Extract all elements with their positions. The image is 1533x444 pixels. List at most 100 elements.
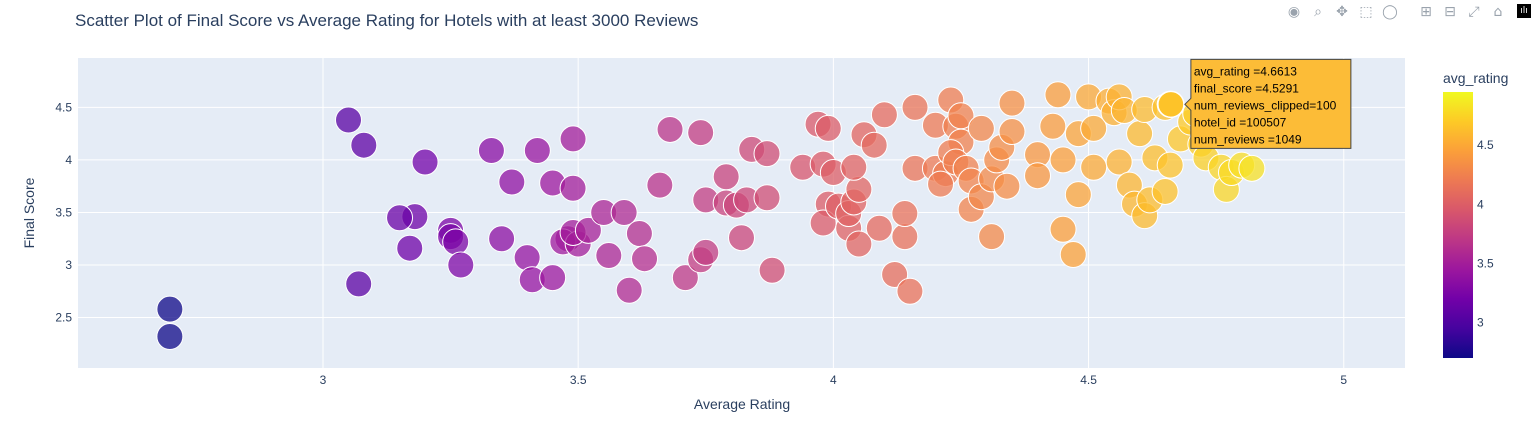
data-point[interactable] — [396, 234, 424, 262]
data-point[interactable] — [870, 101, 898, 129]
data-point[interactable] — [574, 216, 602, 244]
data-point[interactable] — [513, 244, 541, 272]
y-tick-label: 3 — [65, 258, 72, 272]
data-point[interactable] — [345, 270, 373, 298]
colorbar-ticks: 4.5 4 3.5 3 — [1477, 138, 1494, 329]
data-point[interactable] — [1039, 112, 1067, 140]
data-point[interactable] — [559, 174, 587, 202]
data-point[interactable] — [845, 175, 873, 203]
data-point[interactable] — [1044, 81, 1072, 109]
data-point[interactable] — [411, 148, 439, 176]
data-point[interactable] — [881, 260, 909, 288]
data-point[interactable] — [1049, 215, 1077, 243]
zoom-in-icon[interactable]: ⊞ — [1420, 3, 1432, 20]
x-axis-ticks: 3 3.5 4 4.5 5 — [320, 373, 1348, 387]
data-point[interactable] — [1024, 162, 1052, 190]
data-point[interactable] — [687, 119, 715, 147]
camera-icon[interactable]: ◉ — [1287, 3, 1301, 20]
data-point[interactable] — [753, 184, 781, 212]
chart-title: Scatter Plot of Final Score vs Average R… — [75, 11, 699, 30]
x-tick-label: 4.5 — [1080, 373, 1097, 387]
data-point[interactable] — [386, 204, 414, 232]
data-point[interactable] — [156, 295, 184, 323]
y-tick-label: 4.5 — [55, 100, 72, 114]
data-point[interactable] — [625, 219, 653, 247]
data-point[interactable] — [809, 209, 837, 237]
data-point[interactable] — [671, 264, 699, 292]
data-point[interactable] — [631, 245, 659, 273]
lasso-icon[interactable]: ◯ — [1382, 3, 1398, 20]
data-point[interactable] — [335, 106, 363, 134]
data-point[interactable] — [728, 224, 755, 252]
x-tick-label: 5 — [1340, 373, 1347, 387]
x-axis-label: Average Rating — [694, 396, 790, 412]
colorbar-tick-label: 4 — [1477, 197, 1484, 211]
data-point[interactable] — [712, 163, 740, 191]
colorbar-tick-label: 3 — [1477, 316, 1484, 330]
data-point[interactable] — [998, 89, 1026, 117]
pan-icon[interactable]: ✥ — [1336, 3, 1348, 20]
y-tick-label: 2.5 — [55, 311, 72, 325]
data-point[interactable] — [1105, 148, 1133, 176]
data-point[interactable] — [539, 264, 567, 292]
data-point[interactable] — [692, 238, 720, 266]
data-point[interactable] — [1080, 114, 1108, 142]
x-tick-label: 3 — [320, 373, 327, 387]
y-tick-label: 3.5 — [55, 205, 72, 219]
hovered-point[interactable] — [1157, 90, 1185, 119]
data-point[interactable] — [1156, 151, 1184, 179]
data-point[interactable] — [758, 256, 786, 284]
data-point[interactable] — [656, 115, 684, 143]
data-point[interactable] — [1059, 241, 1087, 269]
data-point[interactable] — [156, 322, 184, 350]
data-point[interactable] — [1080, 153, 1108, 181]
hover-tooltip: avg_rating =4.6613 final_score =4.5291 num… — [1157, 58, 1352, 149]
data-point[interactable] — [615, 276, 643, 304]
data-point[interactable] — [845, 230, 873, 258]
tooltip-line: num_reviews_clipped=100 — [1194, 98, 1337, 112]
data-point[interactable] — [891, 223, 919, 251]
data-point[interactable] — [860, 131, 888, 159]
data-point[interactable] — [498, 168, 526, 196]
autoscale-icon[interactable]: ⤢ — [1468, 3, 1480, 20]
colorbar — [1443, 92, 1473, 358]
data-point[interactable] — [927, 170, 955, 198]
zoom-out-icon[interactable]: ⊟ — [1444, 3, 1456, 20]
data-point[interactable] — [901, 93, 929, 121]
data-point[interactable] — [978, 223, 1006, 251]
data-point[interactable] — [1151, 177, 1179, 205]
data-point[interactable] — [1064, 181, 1092, 209]
data-point[interactable] — [840, 153, 868, 181]
data-point[interactable] — [998, 118, 1026, 146]
tooltip-line: hotel_id =100507 — [1194, 115, 1287, 129]
data-point[interactable] — [610, 198, 638, 226]
data-point[interactable] — [1126, 120, 1154, 148]
box-select-icon[interactable]: ⬚ — [1359, 3, 1373, 20]
tooltip-line: num_reviews =1049 — [1194, 132, 1302, 146]
data-point[interactable] — [447, 251, 475, 279]
data-point[interactable] — [1049, 146, 1077, 174]
data-point[interactable] — [896, 277, 924, 305]
data-points — [156, 81, 1266, 350]
data-point[interactable] — [477, 136, 505, 164]
zoom-icon[interactable]: ⌕ — [1314, 3, 1322, 20]
data-point[interactable] — [559, 125, 587, 153]
data-point[interactable] — [523, 136, 551, 164]
data-point[interactable] — [350, 131, 378, 159]
data-point[interactable] — [891, 200, 919, 228]
plotly-logo-icon[interactable]: ılı — [1517, 4, 1531, 18]
y-axis-label: Final Score — [21, 177, 37, 248]
data-point[interactable] — [753, 140, 781, 168]
data-point[interactable] — [967, 114, 995, 142]
data-point[interactable] — [442, 228, 470, 256]
data-point[interactable] — [646, 171, 674, 199]
reset-axes-icon[interactable]: ⌂ — [1493, 3, 1503, 20]
data-point[interactable] — [993, 172, 1021, 200]
colorbar-tick-label: 4.5 — [1477, 138, 1494, 152]
data-point[interactable] — [814, 114, 842, 142]
data-point[interactable] — [595, 242, 623, 270]
data-point[interactable] — [865, 214, 893, 242]
data-point[interactable] — [488, 225, 516, 253]
data-point[interactable] — [1238, 154, 1266, 182]
